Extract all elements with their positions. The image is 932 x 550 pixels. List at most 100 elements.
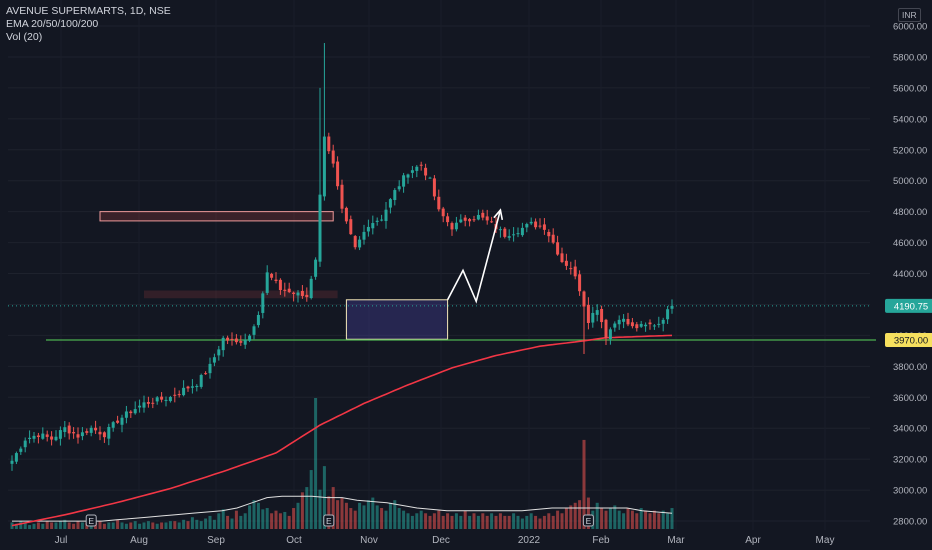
candle[interactable] bbox=[120, 414, 124, 433]
candle[interactable] bbox=[384, 202, 388, 229]
candle[interactable] bbox=[76, 427, 80, 444]
candle[interactable] bbox=[23, 437, 27, 453]
candle[interactable] bbox=[468, 217, 472, 227]
candle[interactable] bbox=[349, 215, 353, 235]
candle[interactable] bbox=[129, 410, 133, 418]
candle[interactable] bbox=[520, 222, 524, 237]
candle[interactable] bbox=[498, 226, 502, 238]
candle[interactable] bbox=[639, 320, 643, 328]
candle[interactable] bbox=[578, 270, 582, 296]
candle[interactable] bbox=[336, 156, 340, 190]
candle[interactable] bbox=[331, 144, 335, 168]
candle[interactable] bbox=[124, 405, 128, 424]
last-price-tag[interactable]: 4190.75 bbox=[885, 298, 932, 313]
candle[interactable] bbox=[366, 219, 370, 237]
candle[interactable] bbox=[32, 431, 36, 443]
candle[interactable] bbox=[375, 217, 379, 226]
candle[interactable] bbox=[419, 161, 423, 171]
candle[interactable] bbox=[613, 321, 617, 332]
candle[interactable] bbox=[309, 275, 313, 300]
candle[interactable] bbox=[542, 218, 546, 235]
candle[interactable] bbox=[600, 305, 604, 329]
candle[interactable] bbox=[446, 212, 450, 227]
candle[interactable] bbox=[406, 173, 410, 184]
candle[interactable] bbox=[459, 214, 463, 224]
candle[interactable] bbox=[19, 446, 23, 455]
candle[interactable] bbox=[296, 290, 300, 303]
candle[interactable] bbox=[556, 235, 560, 256]
candle[interactable] bbox=[463, 214, 467, 227]
candle[interactable] bbox=[661, 317, 665, 332]
candle[interactable] bbox=[595, 304, 599, 322]
candle[interactable] bbox=[138, 399, 142, 413]
candle[interactable] bbox=[327, 132, 331, 155]
candle[interactable] bbox=[252, 324, 256, 340]
candle[interactable] bbox=[80, 427, 84, 441]
candle[interactable] bbox=[164, 396, 168, 407]
candle[interactable] bbox=[635, 321, 639, 332]
candle[interactable] bbox=[190, 379, 194, 394]
candle[interactable] bbox=[221, 335, 225, 357]
candle[interactable] bbox=[54, 430, 58, 442]
candle[interactable] bbox=[538, 218, 542, 229]
candle[interactable] bbox=[450, 221, 454, 236]
candle[interactable] bbox=[89, 425, 93, 437]
candle[interactable] bbox=[441, 206, 445, 223]
earnings-marker[interactable]: E bbox=[582, 514, 594, 527]
candle[interactable] bbox=[657, 316, 661, 328]
candle[interactable] bbox=[256, 311, 260, 328]
candle[interactable] bbox=[318, 87, 322, 267]
candle[interactable] bbox=[608, 327, 612, 345]
candle[interactable] bbox=[14, 451, 18, 465]
candle[interactable] bbox=[454, 216, 458, 232]
candle[interactable] bbox=[551, 228, 555, 245]
candle[interactable] bbox=[94, 420, 98, 434]
candle[interactable] bbox=[274, 272, 278, 284]
candle[interactable] bbox=[67, 422, 71, 440]
candle[interactable] bbox=[410, 165, 414, 179]
candle[interactable] bbox=[622, 314, 626, 329]
candle[interactable] bbox=[28, 430, 32, 444]
candle[interactable] bbox=[485, 209, 489, 225]
earnings-marker[interactable]: E bbox=[323, 514, 335, 527]
ema-legend[interactable]: EMA 20/50/100/200 bbox=[6, 18, 99, 30]
candle[interactable] bbox=[146, 396, 150, 408]
candle[interactable] bbox=[428, 176, 432, 179]
candle[interactable] bbox=[560, 247, 564, 264]
candle[interactable] bbox=[617, 315, 621, 330]
candle[interactable] bbox=[58, 426, 62, 446]
candle[interactable] bbox=[230, 332, 234, 346]
candle[interactable] bbox=[208, 357, 212, 379]
candle[interactable] bbox=[630, 317, 634, 329]
candle[interactable] bbox=[415, 165, 419, 178]
candle[interactable] bbox=[239, 335, 243, 346]
resistance-zone[interactable] bbox=[99, 211, 334, 222]
candle[interactable] bbox=[270, 272, 274, 281]
candle[interactable] bbox=[569, 261, 573, 275]
candle[interactable] bbox=[529, 217, 533, 226]
candle[interactable] bbox=[177, 390, 181, 398]
candle[interactable] bbox=[344, 206, 348, 224]
candle[interactable] bbox=[265, 265, 269, 296]
candle[interactable] bbox=[186, 385, 190, 392]
candle[interactable] bbox=[283, 282, 287, 297]
candle[interactable] bbox=[573, 259, 577, 280]
candle[interactable] bbox=[195, 384, 199, 392]
candle[interactable] bbox=[36, 432, 40, 444]
candle[interactable] bbox=[362, 224, 366, 245]
candle[interactable] bbox=[116, 415, 120, 424]
candle[interactable] bbox=[666, 305, 670, 324]
time-axis[interactable]: Jul Aug Sep Oct Nov Dec 2022 Feb Mar Apr May bbox=[55, 535, 835, 546]
candle[interactable] bbox=[322, 43, 326, 201]
candle[interactable] bbox=[503, 227, 507, 239]
currency-label[interactable]: INR bbox=[898, 8, 921, 22]
candle[interactable] bbox=[160, 392, 164, 403]
candle[interactable] bbox=[582, 290, 586, 354]
candle[interactable] bbox=[300, 285, 304, 299]
candle[interactable] bbox=[199, 373, 203, 389]
candle[interactable] bbox=[212, 353, 216, 367]
candle[interactable] bbox=[437, 189, 441, 212]
candle[interactable] bbox=[243, 333, 247, 349]
candle[interactable] bbox=[371, 215, 375, 235]
